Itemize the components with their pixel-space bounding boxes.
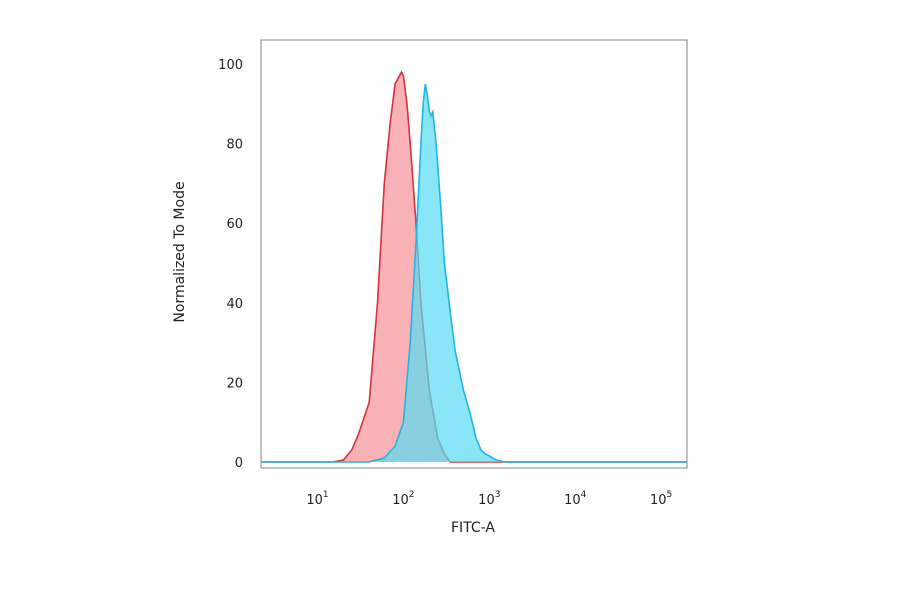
series-1-area [261, 72, 687, 462]
x-tick-label: 105 [650, 490, 672, 508]
x-axis: 101 102 103 104 105 [306, 490, 672, 508]
plot-frame [260, 39, 688, 469]
series-2-line [261, 83, 687, 463]
y-axis-title: Normalized To Mode [172, 181, 188, 322]
plot-area [261, 70, 687, 463]
y-tick-label: 80 [226, 138, 243, 153]
series-1-line [261, 70, 687, 463]
y-axis: 0 20 40 60 80 100 [218, 58, 243, 471]
y-tick-label: 20 [226, 376, 243, 391]
x-tick-label: 103 [478, 490, 500, 508]
series-2-area [261, 83, 687, 463]
y-tick-label: 60 [226, 217, 243, 232]
x-axis-title: FITC-A [451, 520, 495, 536]
x-tick-label: 102 [392, 490, 414, 508]
x-tick-label: 104 [564, 490, 587, 508]
y-tick-label: 0 [235, 456, 243, 471]
x-tick-label: 101 [306, 490, 328, 508]
y-tick-label: 100 [218, 58, 243, 73]
y-tick-label: 40 [226, 297, 243, 312]
